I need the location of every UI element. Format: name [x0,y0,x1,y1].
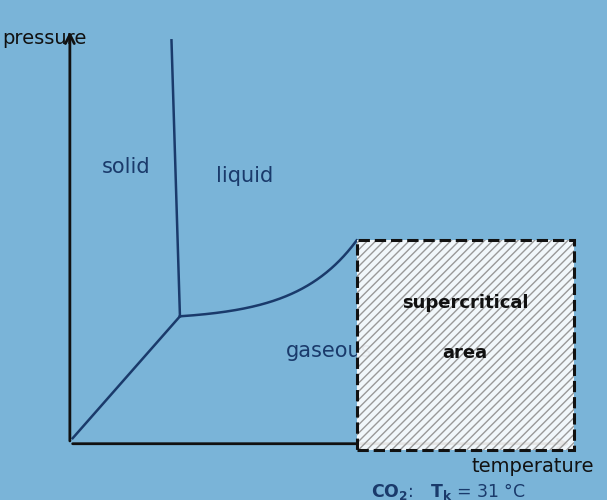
Bar [357,240,574,450]
Text: liquid: liquid [216,166,274,186]
Text: supercritical

area: supercritical area [402,294,529,362]
Bar [357,240,574,450]
Bar [357,240,574,450]
Text: temperature: temperature [472,457,594,476]
Text: gaseous: gaseous [287,341,373,361]
Text: pressure: pressure [2,28,87,48]
Text: solid: solid [102,157,151,177]
Text: $\mathbf{CO_2}$:   $\mathbf{T_k}$ = 31 °C: $\mathbf{CO_2}$: $\mathbf{T_k}$ = 31 °C [371,480,526,500]
